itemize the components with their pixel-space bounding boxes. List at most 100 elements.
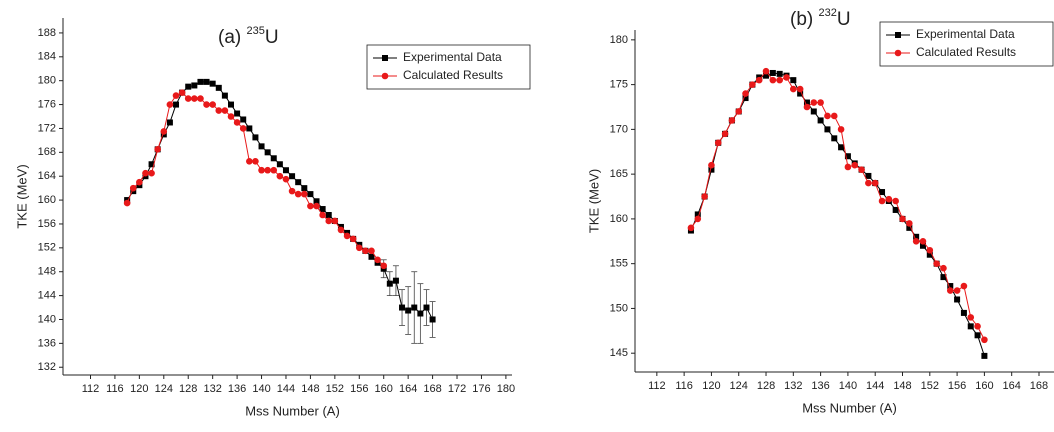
point [221,92,228,99]
y-tick-label: 145 [610,347,628,359]
legend-marker [381,72,389,80]
title-element: U [265,27,279,48]
y-tick-label: 155 [610,258,628,270]
point [755,76,763,84]
point [708,166,715,173]
y-tick-label: 160 [610,213,628,225]
point [227,113,235,120]
point [184,95,192,102]
point [411,304,418,311]
point [252,134,259,141]
title-prefix: (b) [790,9,813,30]
x-tick-label: 124 [155,383,173,395]
point [926,251,933,258]
point [906,224,913,231]
point [355,244,363,252]
y-tick-label: 152 [38,242,56,254]
x-tick-label: 152 [326,383,344,395]
series-line [690,70,985,340]
point [362,247,369,255]
point [258,166,265,174]
point [851,161,859,169]
point [694,215,702,223]
point [769,69,776,76]
point [276,161,283,168]
y-tick-label: 188 [38,27,56,39]
point [270,166,278,174]
y-tick-label: 176 [38,98,56,110]
point [234,110,241,117]
point [960,282,968,290]
point [742,95,749,102]
point [803,103,811,111]
point [940,274,947,281]
x-tick-label: 156 [948,380,966,392]
point [776,76,783,84]
point [913,233,920,240]
point [810,108,817,115]
point [178,89,186,96]
y-axis-label: TKE (MeV) [14,164,29,228]
x-tick-label: 172 [448,383,466,395]
x-tick-label: 116 [106,383,124,395]
point [197,95,204,102]
point [429,316,436,323]
point [288,187,296,195]
y-tick-label: 170 [610,123,628,135]
point [879,189,886,196]
x-tick-label: 132 [784,380,802,392]
point [392,277,399,284]
point [714,139,722,147]
point [166,101,174,108]
point [185,83,192,90]
point [307,202,314,210]
point [160,128,168,135]
point [981,352,988,359]
point [749,81,756,88]
point [974,323,981,330]
x-tick-label: 120 [130,383,148,395]
x-tick-label: 164 [1003,380,1021,392]
point [721,130,729,138]
point [325,217,333,225]
y-tick-label: 148 [38,266,56,278]
point [790,77,797,84]
point [227,101,234,108]
point [946,287,954,294]
legend-label: Experimental Data [403,50,502,64]
y-tick-label: 165 [610,168,628,180]
point [694,211,701,218]
series-line [126,81,434,320]
point [824,126,831,133]
point [967,323,974,330]
y-tick-label: 150 [610,302,628,314]
point [926,246,934,254]
y-tick-label: 175 [610,79,628,91]
title-mass: 235 [247,25,265,37]
legend-box [366,44,531,90]
point [837,126,845,133]
point [405,307,412,314]
x-tick-label: 168 [1030,380,1048,392]
x-tick-label: 112 [648,380,666,392]
point [940,264,947,272]
legend-label: Calculated Results [403,68,503,82]
point [301,185,308,192]
x-tick-label: 128 [179,383,197,395]
x-tick-label: 144 [277,383,295,395]
point [701,193,708,200]
point [136,178,143,186]
title-mass: 232 [819,7,837,19]
point [762,67,770,75]
point [295,179,302,186]
point [294,190,302,198]
legend-label: Calculated Results [916,45,1016,59]
point [374,256,381,264]
point [776,70,783,77]
point [191,82,198,89]
y-tick-label: 140 [38,313,56,325]
y-tick-label: 156 [38,218,56,230]
point [824,112,831,120]
point [954,296,961,303]
point [337,226,345,234]
